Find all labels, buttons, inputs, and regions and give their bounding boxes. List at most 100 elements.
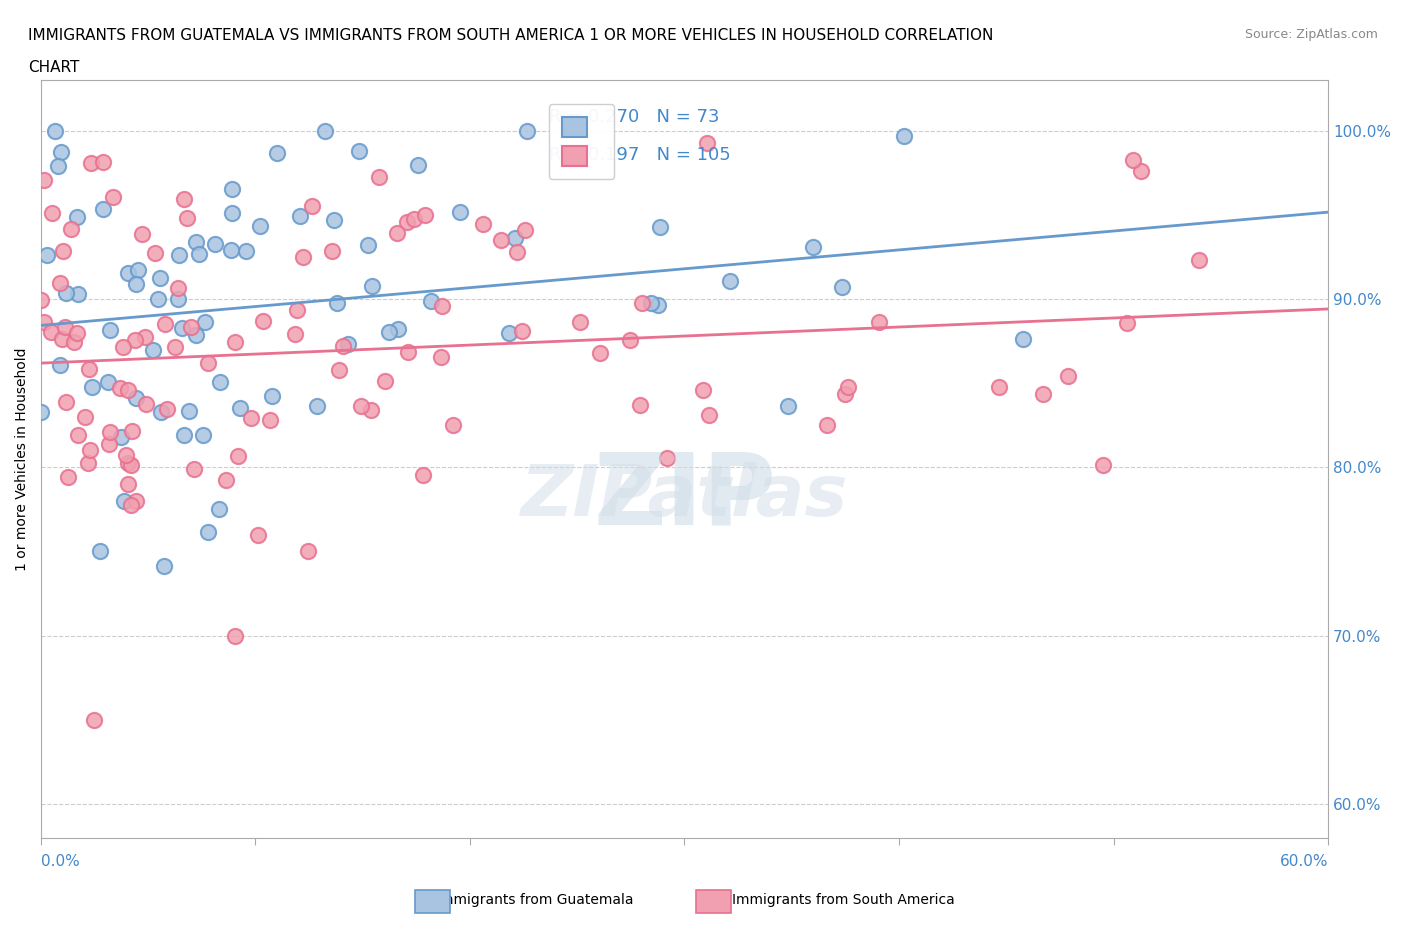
- Point: [103, 190, 125, 205]
- Point: [180, 320, 202, 335]
- Point: [176, 211, 198, 226]
- Point: [1057, 368, 1080, 383]
- Point: [628, 398, 651, 413]
- Point: [143, 246, 166, 260]
- Point: [79, 443, 101, 458]
- Point: [184, 327, 207, 342]
- Point: [441, 418, 464, 432]
- Point: [655, 450, 678, 465]
- Point: [471, 217, 494, 232]
- Point: [125, 494, 148, 509]
- Point: [402, 211, 425, 226]
- Point: [66, 209, 89, 224]
- Point: [188, 246, 211, 261]
- Text: R = 0.270   N = 73: R = 0.270 N = 73: [550, 108, 720, 126]
- Point: [489, 232, 512, 247]
- Point: [336, 337, 359, 352]
- Point: [699, 407, 721, 422]
- Point: [325, 296, 347, 311]
- Point: [834, 387, 856, 402]
- Point: [321, 244, 343, 259]
- Point: [149, 271, 172, 286]
- Point: [146, 291, 169, 306]
- Text: 60.0%: 60.0%: [1279, 855, 1329, 870]
- Point: [226, 449, 249, 464]
- Point: [589, 346, 612, 361]
- Point: [360, 279, 382, 294]
- Point: [314, 123, 336, 138]
- Point: [449, 205, 471, 219]
- Point: [51, 145, 73, 160]
- Point: [131, 226, 153, 241]
- Point: [48, 159, 70, 174]
- Point: [229, 401, 252, 416]
- Point: [83, 712, 105, 727]
- Point: [66, 326, 89, 340]
- Point: [385, 226, 408, 241]
- Text: Source: ZipAtlas.com: Source: ZipAtlas.com: [1244, 28, 1378, 41]
- Point: [125, 276, 148, 291]
- Point: [117, 266, 139, 281]
- Point: [259, 412, 281, 427]
- Point: [503, 231, 526, 246]
- Point: [75, 410, 97, 425]
- Point: [831, 280, 853, 295]
- Point: [59, 221, 82, 236]
- Point: [406, 157, 429, 172]
- Point: [125, 391, 148, 405]
- Point: [63, 335, 86, 350]
- Point: [513, 223, 536, 238]
- Point: [134, 396, 156, 411]
- Point: [32, 173, 55, 188]
- Point: [350, 398, 373, 413]
- Point: [197, 355, 219, 370]
- Point: [49, 276, 72, 291]
- Point: [357, 238, 380, 253]
- Point: [224, 628, 246, 643]
- Point: [647, 298, 669, 312]
- Text: 0.0%: 0.0%: [41, 855, 80, 870]
- Point: [55, 286, 77, 300]
- Point: [112, 494, 135, 509]
- Point: [291, 249, 314, 264]
- Point: [360, 402, 382, 417]
- Point: [77, 456, 100, 471]
- Point: [167, 292, 190, 307]
- Point: [134, 330, 156, 345]
- Point: [510, 323, 533, 338]
- Point: [776, 399, 799, 414]
- Text: ZIP: ZIP: [593, 448, 776, 545]
- Point: [67, 428, 90, 443]
- Point: [117, 476, 139, 491]
- Point: [121, 423, 143, 438]
- Point: [322, 213, 344, 228]
- Point: [53, 320, 76, 335]
- Point: [718, 273, 741, 288]
- Point: [156, 402, 179, 417]
- Point: [39, 325, 62, 339]
- Point: [1122, 153, 1144, 168]
- Text: IMMIGRANTS FROM GUATEMALA VS IMMIGRANTS FROM SOUTH AMERICA 1 OR MORE VEHICLES IN: IMMIGRANTS FROM GUATEMALA VS IMMIGRANTS …: [28, 28, 994, 43]
- Point: [696, 136, 718, 151]
- Point: [163, 339, 186, 354]
- Point: [328, 363, 350, 378]
- Point: [868, 314, 890, 329]
- Point: [66, 286, 89, 301]
- Point: [1091, 458, 1114, 472]
- Point: [1187, 253, 1209, 268]
- Point: [1130, 163, 1153, 178]
- Point: [413, 207, 436, 222]
- Point: [142, 343, 165, 358]
- Point: [117, 383, 139, 398]
- Point: [98, 323, 121, 338]
- Point: [246, 528, 269, 543]
- Point: [80, 155, 103, 170]
- Point: [837, 379, 859, 394]
- Point: [648, 219, 671, 234]
- Point: [412, 467, 434, 482]
- Point: [1012, 332, 1035, 347]
- Point: [89, 544, 111, 559]
- Point: [167, 281, 190, 296]
- Point: [184, 234, 207, 249]
- Text: Immigrants from Guatemala: Immigrants from Guatemala: [436, 893, 633, 908]
